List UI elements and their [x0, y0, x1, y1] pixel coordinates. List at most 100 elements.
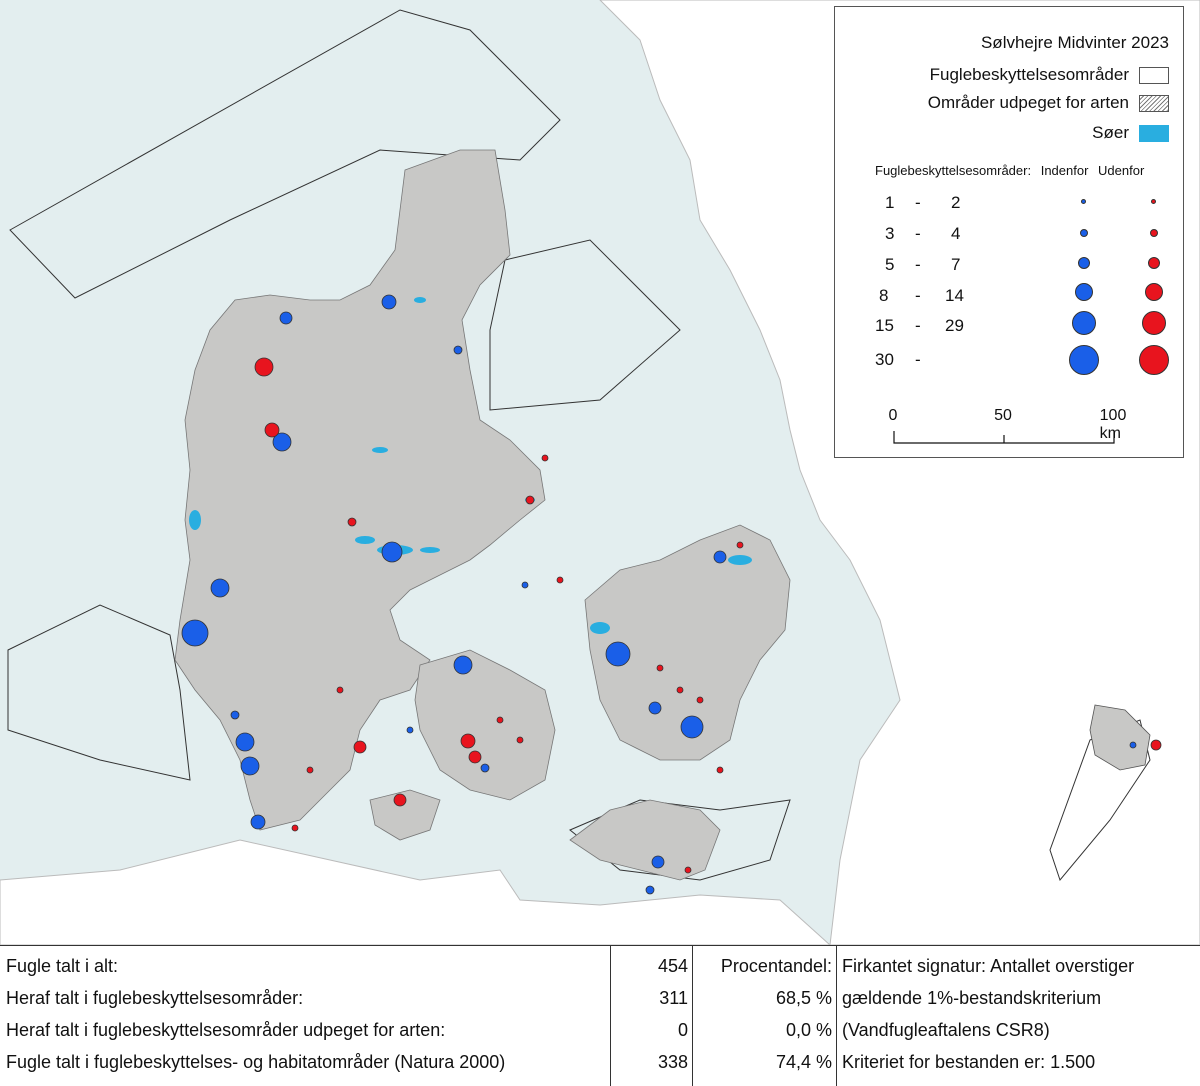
stats-pct: 68,5 % [775, 988, 832, 1008]
class-dash: - [915, 224, 921, 243]
class-to: 7 [951, 255, 961, 274]
scale-tick-label: 0 [888, 407, 898, 424]
class-dash: - [915, 350, 921, 369]
stats-note: Kriteriet for bestanden er: 1.500 [842, 1052, 1096, 1072]
dot-inside-icon [1078, 257, 1090, 269]
dot-inside [240, 756, 260, 776]
divider [692, 946, 693, 1086]
class-from: 5 [885, 255, 895, 274]
white-swatch-icon [1139, 66, 1169, 84]
stats-label: Fugle talt i fuglebeskyttelses- og habit… [6, 1052, 506, 1072]
scale-bar: 0 50 100 km [889, 407, 1126, 447]
dot-outside-icon [1139, 345, 1169, 375]
class-to: 4 [951, 224, 961, 243]
dot-outside [336, 686, 344, 694]
class-to: 14 [945, 286, 964, 305]
dot-inside [648, 701, 662, 715]
stats-note: (Vandfugleaftalens CSR8) [842, 1020, 1050, 1040]
dot-outside [1150, 739, 1162, 751]
dot-outside [496, 716, 504, 724]
dot-outside [736, 541, 744, 549]
class-from: 30 [875, 350, 894, 369]
dot-outside-icon [1151, 199, 1156, 204]
dot-inside [605, 641, 631, 667]
dot-outside [676, 686, 684, 694]
dot-inside-icon [1072, 311, 1096, 335]
dots-inside [181, 294, 1137, 895]
legend-item-label: Søer [1092, 123, 1129, 142]
dot-outside [684, 866, 692, 874]
dot-inside [713, 550, 727, 564]
dot-inside [279, 311, 293, 325]
dot-inside [1129, 741, 1137, 749]
dot-outside [696, 696, 704, 704]
stats-table: Fugle talt i alt: 454 Procentandel: Firk… [0, 945, 1200, 1086]
stats-label: Heraf talt i fuglebeskyttelsesområder ud… [6, 1020, 446, 1040]
legend-header-outside: Udenfor [1098, 163, 1145, 178]
dot-inside [645, 885, 655, 895]
stats-value: 311 [659, 988, 688, 1008]
dot-inside [651, 855, 665, 869]
class-to: 29 [945, 316, 964, 335]
zealand-land [584, 524, 791, 761]
dot-outside [460, 733, 476, 749]
stats-value: 0 [677, 1020, 688, 1040]
legend-item-lakes: Søer [1092, 123, 1169, 143]
dot-outside [264, 422, 280, 438]
dot-inside-icon [1069, 345, 1099, 375]
dot-inside [235, 732, 255, 752]
legend-item-label: Fuglebeskyttelsesområder [929, 65, 1129, 84]
lolland-land [569, 799, 721, 881]
class-dash: - [915, 316, 921, 335]
legend-item-designated-areas: Områder udpeget for arten [928, 93, 1169, 113]
dot-outside [291, 824, 299, 832]
dot-outside-icon [1148, 257, 1160, 269]
dot-outside [306, 766, 314, 774]
dot-outside-icon [1150, 229, 1158, 237]
divider [836, 946, 837, 1086]
dot-outside [716, 766, 724, 774]
hatch-swatch-icon [1139, 94, 1169, 112]
dot-inside [521, 581, 529, 589]
dot-inside-icon [1080, 229, 1088, 237]
stats-pct: 74,4 % [775, 1052, 832, 1072]
germany-land [0, 839, 831, 945]
dot-inside [230, 710, 240, 720]
dot-inside [381, 541, 403, 563]
legend-size-header: Fuglebeskyttelsesområder: Indenfor Udenf… [875, 163, 1144, 178]
dot-outside-icon [1145, 283, 1163, 301]
scale-tick-label: 100 km [1099, 407, 1127, 442]
stats-label: Fugle talt i alt: [6, 956, 119, 976]
dot-inside [406, 726, 414, 734]
bornholm-land [1089, 704, 1151, 771]
class-dash: - [915, 193, 921, 212]
dot-outside [254, 357, 274, 377]
scale-tick-label: 50 [994, 407, 1012, 424]
dot-inside [272, 432, 292, 452]
dot-outside [468, 750, 482, 764]
dots-outside [254, 357, 1162, 874]
class-from: 15 [875, 316, 894, 335]
dot-outside [656, 664, 664, 672]
dot-outside [516, 736, 524, 744]
legend-item-label: Områder udpeget for arten [927, 93, 1129, 112]
dot-inside [381, 294, 397, 310]
lake-swatch-icon [1139, 124, 1169, 142]
dot-outside [525, 495, 535, 505]
stats-note: gældende 1%-bestandskriterium [842, 988, 1102, 1008]
legend-panel: Sølvhejre Midvinter 2023 Fuglebeskyttels… [834, 6, 1184, 458]
legend-header-inside: Indenfor [1040, 163, 1089, 178]
dot-outside [556, 576, 564, 584]
dot-inside-icon [1081, 199, 1086, 204]
divider [610, 946, 611, 1086]
dot-inside [480, 763, 490, 773]
funen-land [414, 649, 556, 801]
class-from: 3 [885, 224, 895, 243]
stats-pct: 0,0 % [785, 1020, 832, 1040]
class-from: 1 [885, 193, 895, 212]
dot-inside-icon [1075, 283, 1093, 301]
legend-item-protection-areas: Fuglebeskyttelsesområder [930, 65, 1169, 85]
dot-outside [541, 454, 549, 462]
legend-title: Sølvhejre Midvinter 2023 [980, 33, 1169, 52]
class-from: 8 [879, 286, 889, 305]
